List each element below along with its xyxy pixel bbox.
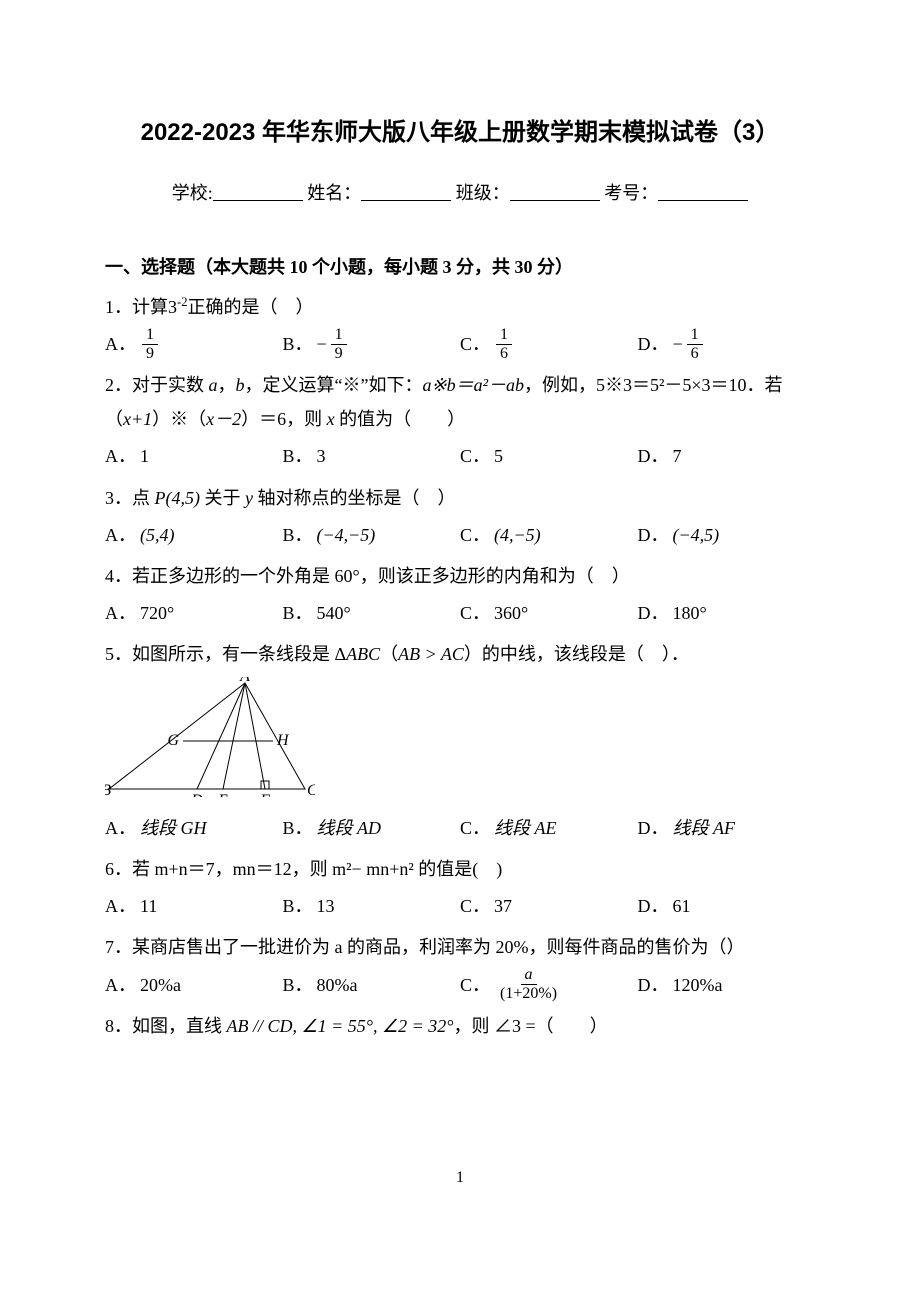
fraction: 19	[142, 327, 158, 362]
q7-opt-a: A．20%a	[105, 967, 283, 1003]
question-6: 6．若 m+n＝7，mn＝12，则 m²− mn+n² 的值是( ) A．11 …	[105, 852, 815, 924]
name-label: 姓名：	[307, 183, 361, 203]
exam-title: 2022-2023 年华东师大版八年级上册数学期末模拟试卷（3）	[105, 110, 815, 156]
name-blank	[361, 182, 451, 201]
q1-opt-b: B． − 19	[283, 326, 461, 362]
question-2: 2．对于实数 a，b，定义运算“※”如下：a※b＝a²－ab，例如，5※3＝5²…	[105, 368, 815, 474]
examno-label: 考号：	[604, 183, 658, 203]
q6-options: A．11 B．13 C．37 D．61	[105, 888, 815, 924]
svg-text:B: B	[105, 782, 111, 797]
q5-opt-d: D．线段 AF	[638, 810, 816, 846]
q6-opt-c: C．37	[460, 888, 638, 924]
q6-opt-d: D．61	[638, 888, 816, 924]
q2-opt-b: B．3	[283, 439, 461, 475]
q8-stem: 8．如图，直线 AB // CD, ∠1 = 55°, ∠2 = 32°，则 ∠…	[105, 1009, 815, 1043]
svg-text:D: D	[190, 792, 203, 797]
q1-options: A． 19 B． − 19 C． 16 D． − 16	[105, 326, 815, 362]
svg-text:A: A	[239, 677, 250, 685]
fraction: 16	[687, 327, 703, 362]
q7-options: A．20%a B．80%a C． a(1+20%) D．120%a	[105, 967, 815, 1003]
q7-opt-c: C． a(1+20%)	[460, 967, 638, 1003]
question-3: 3．点 P(4,5) 关于 y 轴对称点的坐标是（ ） A．(5,4) B．(−…	[105, 481, 815, 553]
q3-opt-c: C．(4,−5)	[460, 517, 638, 553]
examno-blank	[658, 182, 748, 201]
q4-opt-d: D．180°	[638, 595, 816, 631]
school-blank	[213, 182, 303, 201]
q6-stem: 6．若 m+n＝7，mn＝12，则 m²− mn+n² 的值是( )	[105, 852, 815, 886]
q1-opt-d: D． − 16	[638, 326, 816, 362]
section-1-heading: 一、选择题（本大题共 10 个小题，每小题 3 分，共 30 分）	[105, 250, 815, 284]
q6-opt-b: B．13	[283, 888, 461, 924]
svg-text:H: H	[276, 732, 290, 749]
question-7: 7．某商店售出了一批进价为 a 的商品，利润率为 20%，则每件商品的售价为（）…	[105, 930, 815, 1002]
q2-opt-d: D．7	[638, 439, 816, 475]
q3-opt-d: D．(−4,5)	[638, 517, 816, 553]
q3-options: A．(5,4) B．(−4,−5) C．(4,−5) D．(−4,5)	[105, 517, 815, 553]
q1-opt-a: A． 19	[105, 326, 283, 362]
q6-opt-a: A．11	[105, 888, 283, 924]
q2-stem: 2．对于实数 a，b，定义运算“※”如下：a※b＝a²－ab，例如，5※3＝5²…	[105, 368, 815, 436]
q5-figure: A B C D E F G H	[105, 677, 815, 808]
q4-opt-c: C．360°	[460, 595, 638, 631]
q3-stem: 3．点 P(4,5) 关于 y 轴对称点的坐标是（ ）	[105, 481, 815, 515]
q4-opt-a: A．720°	[105, 595, 283, 631]
class-label: 班级：	[456, 183, 510, 203]
fraction: 19	[331, 327, 347, 362]
triangle-diagram: A B C D E F G H	[105, 677, 315, 797]
q5-opt-c: C．线段 AE	[460, 810, 638, 846]
question-4: 4．若正多边形的一个外角是 60°，则该正多边形的内角和为（ ） A．720° …	[105, 559, 815, 631]
q5-opt-a: A．线段 GH	[105, 810, 283, 846]
page-number: 1	[105, 1163, 815, 1193]
school-label: 学校:	[172, 183, 213, 203]
q4-stem: 4．若正多边形的一个外角是 60°，则该正多边形的内角和为（ ）	[105, 559, 815, 593]
q3-opt-b: B．(−4,−5)	[283, 517, 461, 553]
q1-stem: 1．计算3-2正确的是（ ）	[105, 290, 815, 324]
q4-opt-b: B．540°	[283, 595, 461, 631]
fraction: 16	[496, 327, 512, 362]
meta-line: 学校: 姓名： 班级： 考号：	[105, 176, 815, 210]
svg-text:F: F	[259, 792, 270, 797]
q2-opt-c: C．5	[460, 439, 638, 475]
q3-opt-a: A．(5,4)	[105, 517, 283, 553]
q5-options: A．线段 GH B．线段 AD C．线段 AE D．线段 AF	[105, 810, 815, 846]
q2-opt-a: A．1	[105, 439, 283, 475]
q5-stem: 5．如图所示，有一条线段是 ΔABC（AB > AC）的中线，该线段是（ ）．	[105, 637, 815, 671]
q1-opt-c: C． 16	[460, 326, 638, 362]
svg-text:E: E	[217, 792, 228, 797]
svg-text:G: G	[167, 732, 179, 749]
fraction: a(1+20%)	[496, 967, 561, 1002]
svg-text:C: C	[307, 782, 315, 797]
question-8: 8．如图，直线 AB // CD, ∠1 = 55°, ∠2 = 32°，则 ∠…	[105, 1009, 815, 1043]
question-5: 5．如图所示，有一条线段是 ΔABC（AB > AC）的中线，该线段是（ ）． …	[105, 637, 815, 846]
q7-opt-d: D．120%a	[638, 967, 816, 1003]
q7-stem: 7．某商店售出了一批进价为 a 的商品，利润率为 20%，则每件商品的售价为（）	[105, 930, 815, 964]
q2-options: A．1 B．3 C．5 D．7	[105, 439, 815, 475]
q7-opt-b: B．80%a	[283, 967, 461, 1003]
class-blank	[510, 182, 600, 201]
q4-options: A．720° B．540° C．360° D．180°	[105, 595, 815, 631]
q5-opt-b: B．线段 AD	[283, 810, 461, 846]
question-1: 1．计算3-2正确的是（ ） A． 19 B． − 19 C． 16 D． − …	[105, 290, 815, 362]
